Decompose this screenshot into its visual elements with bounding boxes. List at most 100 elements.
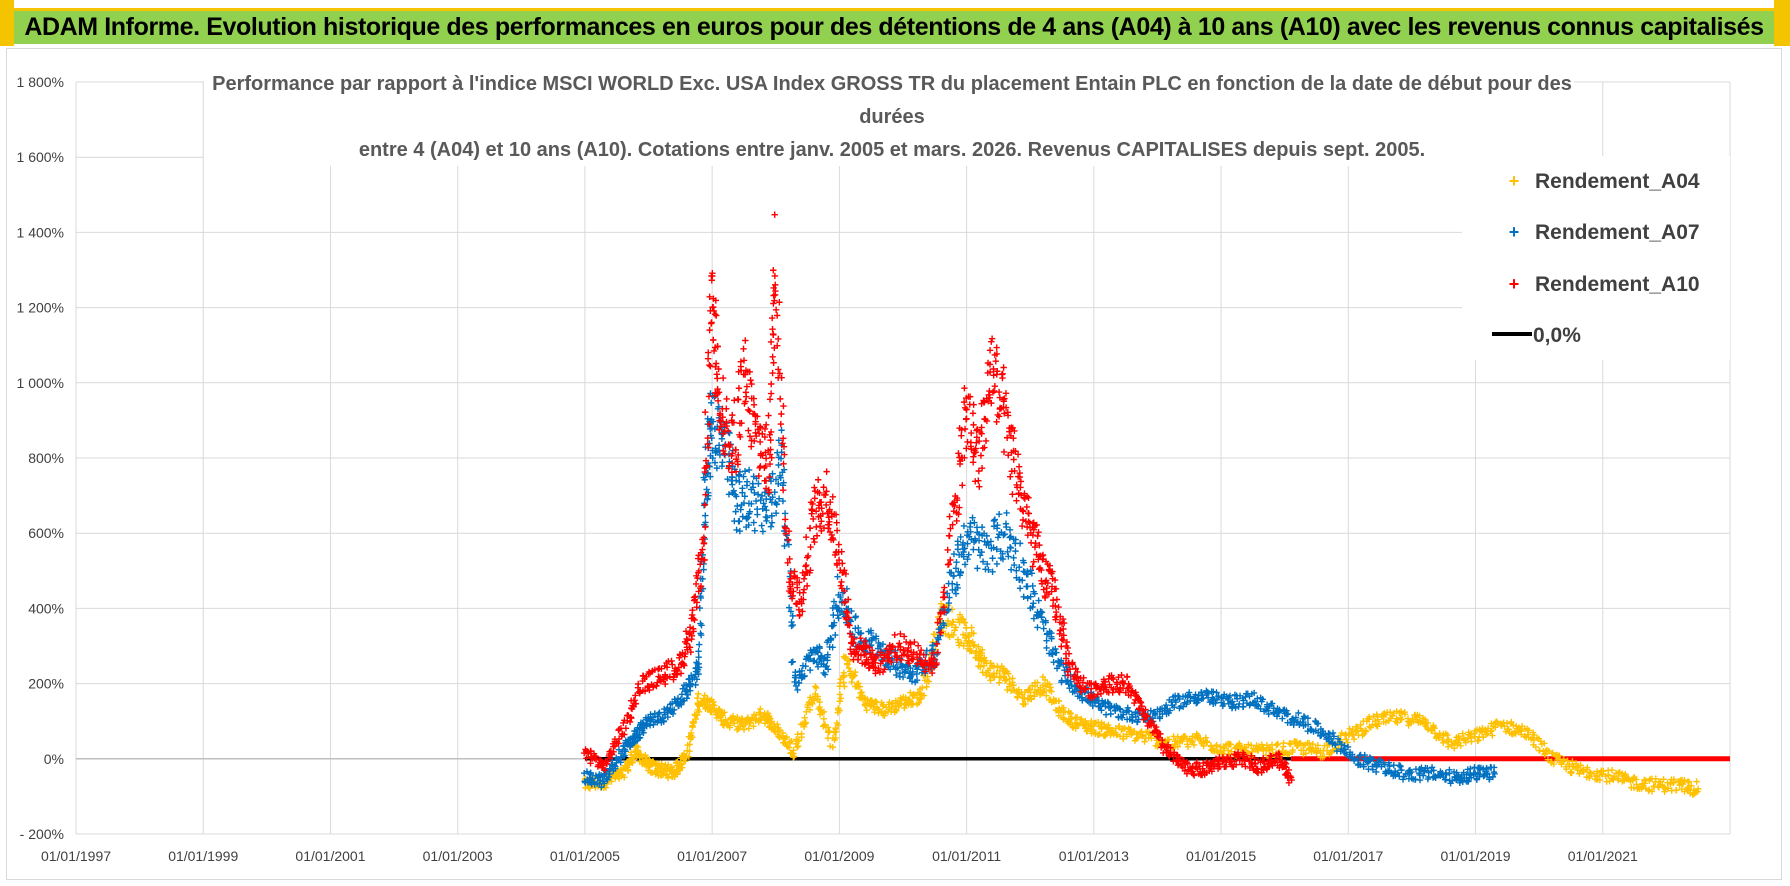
- data-point: [811, 495, 818, 502]
- data-point: [687, 729, 695, 737]
- data-point: [959, 482, 966, 489]
- data-point: [1043, 644, 1050, 652]
- data-point: [813, 523, 820, 531]
- data-point: [1134, 734, 1142, 741]
- data-point: [771, 211, 778, 218]
- data-point: [845, 664, 853, 672]
- data-point: [789, 658, 797, 665]
- data-point: [975, 477, 982, 484]
- data-point: [1041, 688, 1048, 695]
- data-point: [836, 707, 843, 714]
- data-point: [1439, 736, 1446, 744]
- data-point: [1098, 719, 1105, 726]
- data-point: [1016, 585, 1024, 592]
- data-point: [740, 357, 748, 364]
- data-point: [1014, 693, 1021, 700]
- data-point: [708, 319, 715, 326]
- data-point: [701, 692, 708, 699]
- data-point: [875, 709, 882, 717]
- data-point: [806, 706, 814, 713]
- data-point: [1009, 675, 1016, 682]
- data-point: [791, 678, 798, 686]
- data-point: [745, 725, 753, 732]
- data-point: [1501, 723, 1508, 730]
- data-point: [705, 349, 712, 356]
- data-point: [925, 678, 932, 685]
- chart-area-border: [6, 48, 1782, 880]
- data-point: [778, 427, 785, 434]
- data-point: [1195, 735, 1203, 742]
- data-point: [759, 528, 767, 535]
- data-point: [1025, 510, 1033, 517]
- data-point: [1096, 730, 1103, 738]
- data-point: [953, 517, 960, 525]
- data-point: [721, 450, 728, 458]
- data-point: [1280, 743, 1287, 750]
- y-axis-ticks: - 200% 0% 200% 400% 600% 800% 1 000% 1 200% 1 40…: [17, 74, 64, 842]
- data-point: [770, 300, 777, 307]
- data-point: [802, 563, 809, 570]
- data-point: [767, 338, 775, 346]
- data-point: [719, 374, 727, 382]
- y-tick-label: 1 600%: [17, 149, 64, 165]
- data-point: [726, 721, 734, 729]
- data-point: [790, 753, 797, 761]
- data-point: [695, 690, 702, 698]
- data-point: [735, 385, 743, 392]
- data-point: [685, 753, 693, 760]
- data-point: [695, 708, 703, 715]
- data-point: [696, 641, 703, 648]
- data-point: [1436, 730, 1443, 737]
- data-point: [1009, 491, 1016, 498]
- data-point: [1225, 747, 1232, 754]
- data-point: [896, 640, 903, 647]
- legend-a10-label: Rendement_A10: [1535, 273, 1700, 296]
- data-point: [705, 393, 713, 400]
- data-point: [767, 436, 774, 444]
- data-point: [974, 565, 981, 572]
- data-point: [791, 568, 798, 575]
- data-point: [1034, 532, 1041, 540]
- legend-a04-marker: +: [1509, 171, 1520, 191]
- data-point: [995, 388, 1003, 396]
- data-point: [970, 421, 977, 429]
- data-point: [1274, 740, 1282, 748]
- data-point: [779, 486, 787, 494]
- data-point: [950, 550, 958, 558]
- data-point: [1190, 741, 1198, 749]
- data-point: [1386, 708, 1394, 716]
- data-point: [1194, 732, 1202, 739]
- data-point: [770, 723, 778, 730]
- data-point: [696, 703, 703, 710]
- data-point: [993, 344, 1000, 351]
- data-point: [1203, 738, 1211, 746]
- data-point: [1184, 741, 1191, 748]
- data-point: [940, 588, 947, 596]
- data-point: [776, 726, 784, 734]
- data-point: [811, 484, 818, 491]
- data-point: [1693, 778, 1700, 785]
- banner-left-accent: [0, 0, 14, 46]
- data-point: [1050, 658, 1057, 666]
- y-tick-label: 1 800%: [17, 74, 64, 90]
- data-point: [621, 774, 628, 781]
- data-point: [1091, 719, 1099, 727]
- data-point: [1456, 735, 1463, 743]
- data-point: [1010, 456, 1017, 463]
- data-point: [715, 389, 723, 396]
- x-tick-label: 01/01/2011: [932, 848, 1001, 864]
- data-point: [798, 730, 805, 738]
- data-point: [791, 753, 798, 760]
- data-point: [842, 653, 850, 661]
- data-point: [832, 734, 839, 742]
- data-point: [1034, 679, 1041, 686]
- data-point: [836, 691, 844, 698]
- data-point: [1445, 736, 1452, 743]
- data-point: [795, 737, 803, 744]
- data-point: [814, 476, 822, 483]
- data-point: [970, 630, 977, 637]
- data-point: [1022, 700, 1029, 708]
- data-point: [1524, 731, 1531, 738]
- data-point: [1301, 741, 1309, 749]
- data-point: [851, 671, 858, 679]
